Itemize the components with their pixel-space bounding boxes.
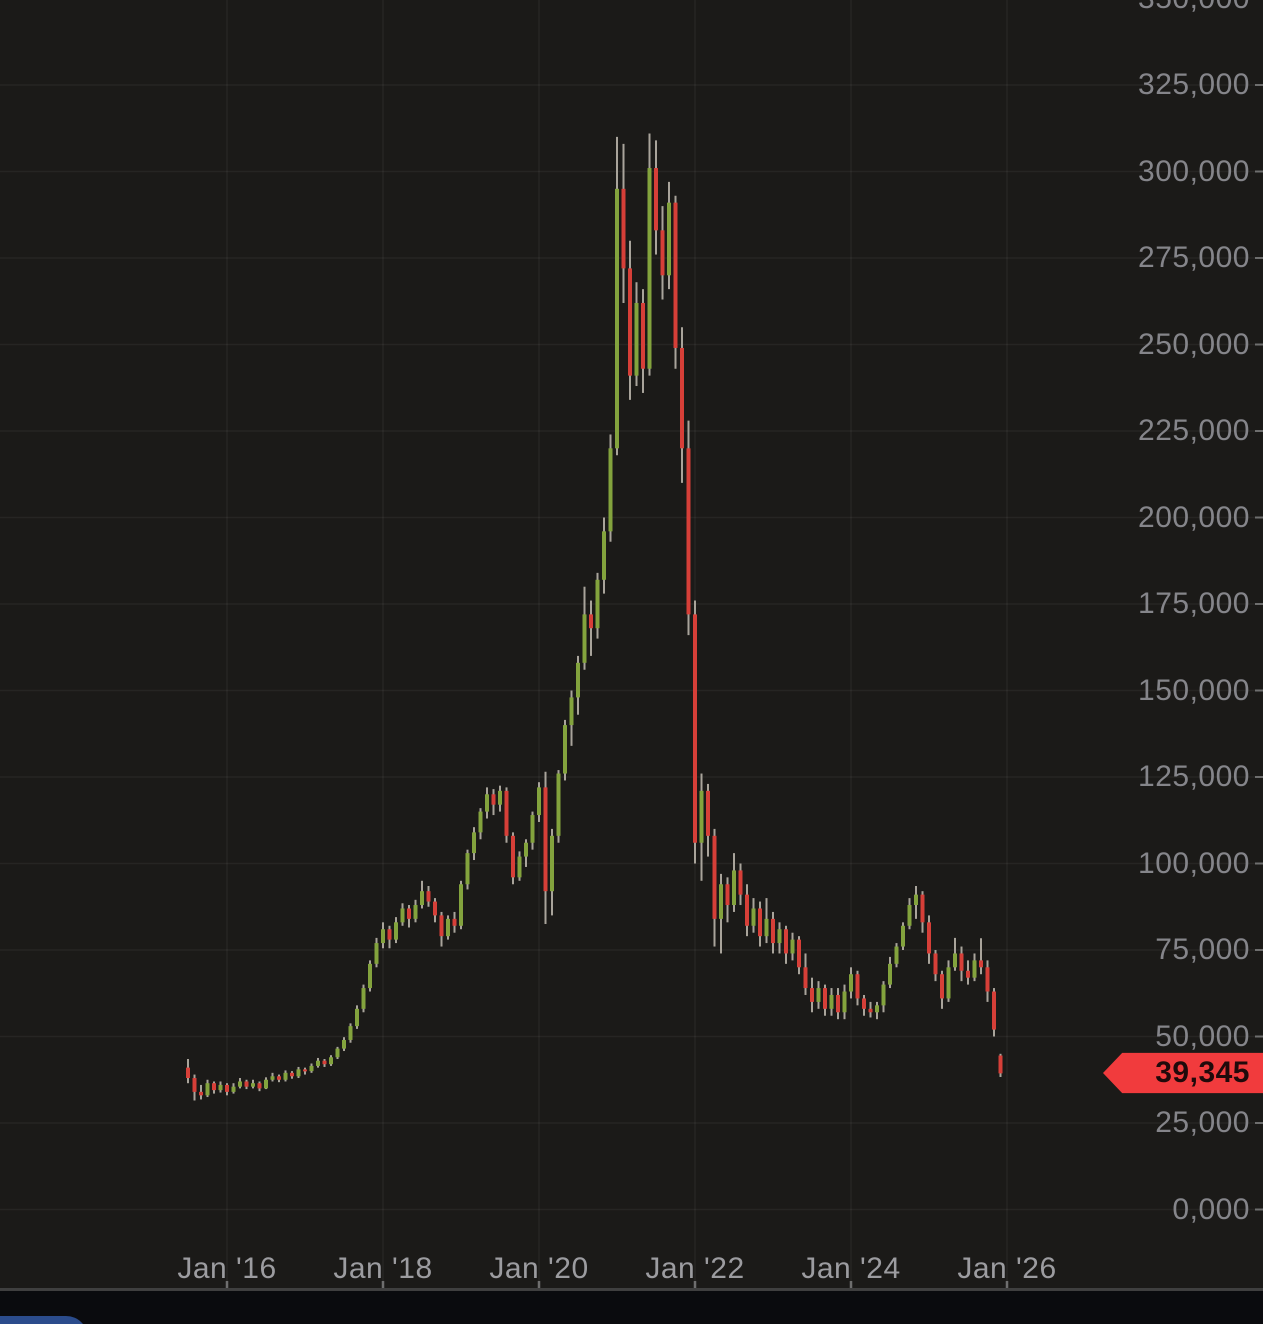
y-axis-label: 225,000	[1138, 414, 1250, 447]
x-axis-label: Jan '18	[333, 1252, 433, 1285]
y-axis-label: 200,000	[1138, 500, 1250, 534]
y-axis-label: 175,000	[1138, 587, 1250, 620]
candles-series	[186, 133, 1003, 1101]
y-axis-label: 150,000	[1138, 673, 1250, 707]
y-axis-label: 300,000	[1138, 154, 1250, 188]
y-axis-label: 275,000	[1138, 241, 1250, 274]
last-price-value: 39,345	[1155, 1056, 1250, 1089]
y-axis-label: 125,000	[1138, 760, 1250, 793]
y-axis-label: 100,000	[1138, 846, 1250, 880]
x-axis-label: Jan '24	[801, 1252, 901, 1285]
time-axis-separator	[0, 1288, 1263, 1291]
gridlines	[0, 0, 1263, 1288]
x-axis-label: Jan '20	[489, 1252, 589, 1285]
y-axis-label: 50,000	[1155, 1019, 1250, 1053]
x-axis-label: Jan '16	[177, 1252, 277, 1285]
x-axis-label: Jan '26	[957, 1252, 1057, 1285]
y-axis-label: 25,000	[1155, 1106, 1250, 1139]
last-price-tag[interactable]: 39,345	[1103, 1052, 1263, 1094]
x-axis-label: Jan '22	[645, 1252, 745, 1285]
y-axis-label: 325,000	[1138, 68, 1250, 101]
y-axis-label: 350,000	[1138, 0, 1250, 16]
y-axis-label: 250,000	[1138, 327, 1250, 361]
bottom-bar	[0, 1291, 1263, 1324]
y-axis-label: 0,000	[1172, 1192, 1250, 1226]
logo-button[interactable]	[0, 1316, 88, 1324]
y-axis-label: 75,000	[1155, 933, 1250, 966]
